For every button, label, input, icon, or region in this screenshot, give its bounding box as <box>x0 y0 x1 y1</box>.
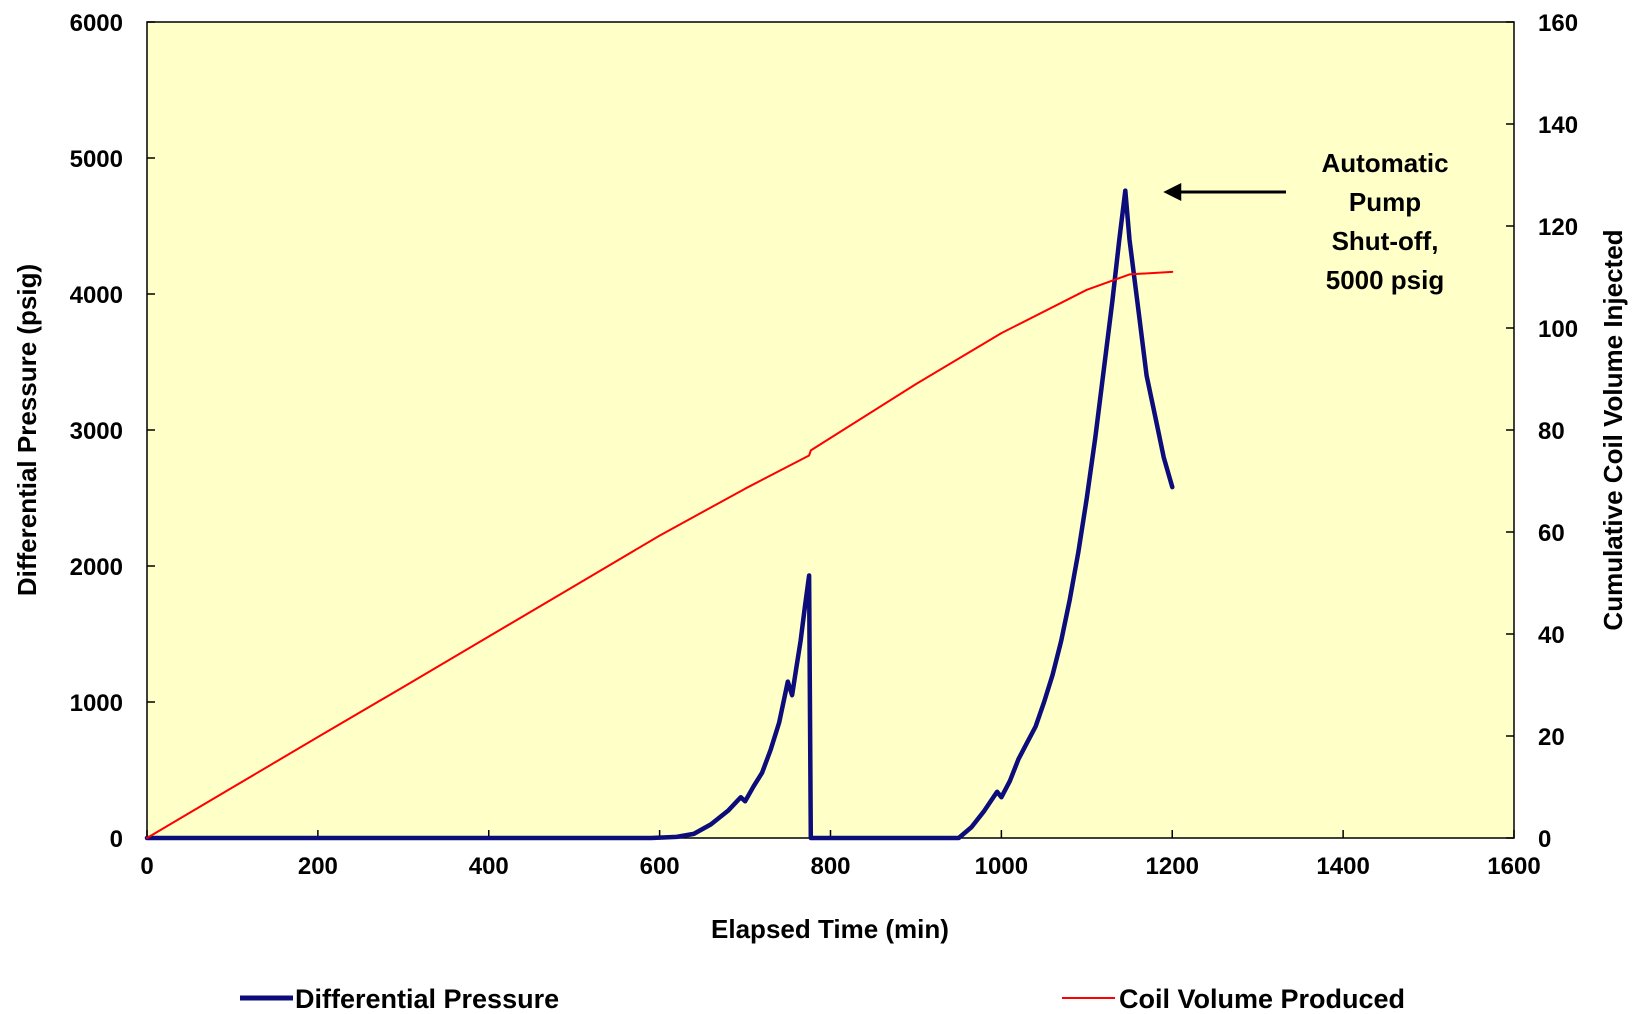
legend: Differential Pressure Coil Volume Produc… <box>240 984 1405 1014</box>
annotation-arrow-head <box>1163 183 1182 201</box>
axis-ticks: 0 200 400 600 800 1000 1200 1400 160001000200030… <box>70 10 1578 880</box>
y-tick-label: 5000 <box>70 146 123 173</box>
y2-tick-label: 120 <box>1538 214 1578 241</box>
series-line-differential-pressure <box>144 188 1175 841</box>
x-tick-label: 1400 <box>1316 853 1369 880</box>
x-tick-label: 1200 <box>1146 853 1199 880</box>
y-tick-label: 1000 <box>70 690 123 717</box>
y2-tick-label: 0 <box>1538 826 1551 853</box>
x-tick-label: 1600 <box>1487 853 1540 880</box>
x-tick-label: 400 <box>469 853 509 880</box>
y-tick-label: 0 <box>110 826 123 853</box>
y-axis-title: Differential Pressure (psig) <box>12 264 42 596</box>
plot-area <box>146 21 1515 839</box>
annotation-text-line: Automatic <box>1321 148 1448 178</box>
y2-tick-label: 80 <box>1538 418 1565 445</box>
y2-tick-label: 20 <box>1538 724 1565 751</box>
series-line-coil-volume <box>146 270 1174 839</box>
y-tick-label: 4000 <box>70 282 123 309</box>
series-group <box>144 188 1175 841</box>
x-tick-label: 0 <box>140 853 153 880</box>
y-tick-label: 3000 <box>70 418 123 445</box>
y-tick-label: 2000 <box>70 554 123 581</box>
x-tick-label: 200 <box>298 853 338 880</box>
x-tick-label: 1000 <box>975 853 1028 880</box>
y2-axis-title: Cumulative Coil Volume Injected <box>1598 229 1628 630</box>
legend-label-differential-pressure: Differential Pressure <box>295 984 559 1014</box>
annotation-group: Automatic Pump Shut-off, 5000 psig <box>1163 148 1449 295</box>
x-tick-label: 600 <box>640 853 680 880</box>
annotation-text-line: 5000 psig <box>1326 265 1445 295</box>
annotation-text-line: Pump <box>1349 187 1421 217</box>
y2-tick-label: 140 <box>1538 112 1578 139</box>
legend-label-coil-volume: Coil Volume Produced <box>1119 984 1405 1014</box>
y2-tick-label: 100 <box>1538 316 1578 343</box>
y2-tick-label: 160 <box>1538 10 1578 37</box>
annotation-text-line: Shut-off, <box>1332 226 1439 256</box>
x-tick-label: 800 <box>810 853 850 880</box>
y2-tick-label: 60 <box>1538 520 1565 547</box>
x-axis-title: Elapsed Time (min) <box>711 914 949 944</box>
y-tick-label: 6000 <box>70 10 123 37</box>
y2-tick-label: 40 <box>1538 622 1565 649</box>
